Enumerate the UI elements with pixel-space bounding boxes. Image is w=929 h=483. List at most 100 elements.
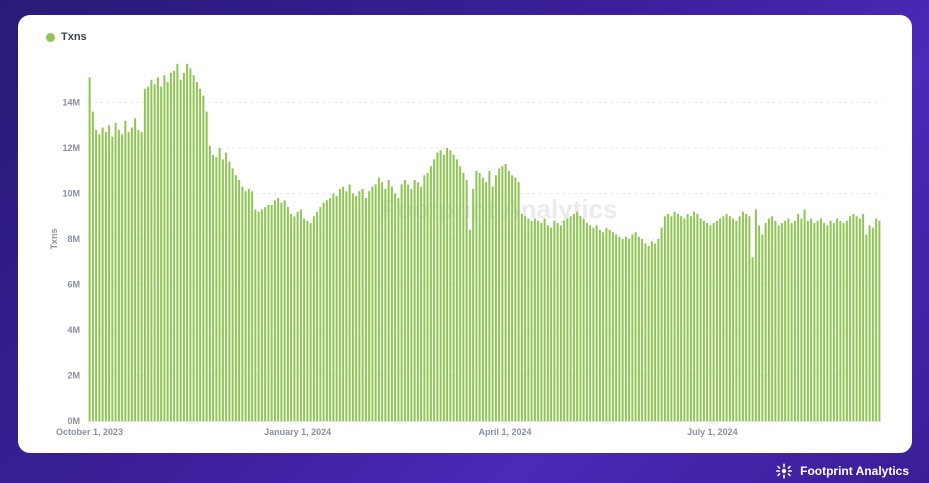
bar	[621, 239, 624, 421]
bar	[494, 175, 497, 421]
bar	[192, 75, 195, 421]
chart-legend[interactable]: Txns	[46, 31, 87, 43]
bar	[777, 225, 780, 421]
bar	[251, 191, 254, 421]
bar	[631, 234, 634, 421]
bar	[117, 129, 120, 422]
bar	[455, 159, 458, 422]
bar	[660, 227, 663, 422]
y-tick-label: 14M	[62, 98, 80, 108]
bar	[533, 218, 536, 421]
bar	[686, 213, 689, 421]
y-tick-label: 4M	[67, 325, 80, 335]
bar	[676, 213, 679, 421]
bar	[319, 207, 322, 421]
bar	[530, 220, 533, 421]
bar	[852, 213, 855, 421]
bar	[611, 232, 614, 421]
bar	[761, 234, 764, 421]
bar	[868, 225, 871, 421]
bar	[706, 223, 709, 421]
legend-swatch	[46, 32, 55, 42]
bar	[501, 166, 504, 421]
bar	[361, 188, 364, 421]
bar	[413, 179, 416, 421]
bar	[176, 63, 179, 421]
bar	[244, 191, 247, 421]
bar	[212, 154, 215, 421]
bar	[173, 70, 176, 422]
bar	[637, 236, 640, 421]
bar	[767, 218, 770, 421]
bar	[186, 63, 189, 421]
bar	[364, 198, 367, 421]
bar	[225, 152, 228, 422]
bar	[745, 213, 748, 421]
bar	[683, 218, 686, 421]
bar	[813, 223, 816, 421]
bar	[819, 218, 822, 421]
bar	[758, 225, 761, 421]
y-tick-label: 10M	[62, 189, 80, 199]
bar	[322, 202, 325, 421]
bar	[832, 223, 835, 421]
bar	[384, 188, 387, 421]
bar	[797, 213, 800, 421]
x-tick-label: January 1, 2024	[264, 427, 331, 437]
bar	[751, 257, 754, 421]
bar	[836, 218, 839, 421]
bar	[449, 150, 452, 421]
footprint-logo-icon	[776, 463, 793, 479]
bar	[709, 225, 712, 421]
x-tick-label: October 1, 2023	[56, 427, 123, 437]
bar	[429, 166, 432, 421]
bar	[725, 213, 728, 421]
bar	[878, 220, 881, 421]
bar	[140, 132, 143, 421]
bar	[286, 207, 289, 421]
bar	[348, 184, 351, 421]
bar	[507, 170, 510, 421]
bar	[166, 82, 169, 422]
bar	[517, 182, 520, 422]
bar	[423, 175, 426, 421]
bar	[563, 220, 566, 421]
bar	[283, 200, 286, 421]
footprint-brand: Footprint Analytics	[773, 463, 909, 479]
bar	[550, 227, 553, 422]
bar	[702, 220, 705, 421]
bar	[719, 218, 722, 421]
bar	[693, 211, 696, 421]
bar	[465, 179, 468, 421]
bar	[267, 204, 270, 422]
bar	[156, 77, 159, 422]
bar	[358, 191, 361, 421]
bar	[121, 134, 124, 421]
bar	[446, 148, 449, 421]
bar	[306, 220, 309, 421]
bar	[543, 218, 546, 421]
bar	[254, 209, 257, 421]
bar	[680, 216, 683, 421]
bar	[806, 220, 809, 421]
bar	[403, 179, 406, 421]
bar	[628, 239, 631, 421]
bar	[670, 216, 673, 421]
bar	[738, 216, 741, 421]
bar	[345, 191, 348, 421]
bar	[595, 225, 598, 421]
bar	[264, 207, 267, 421]
bar	[130, 127, 133, 422]
bar	[784, 220, 787, 421]
bar	[342, 186, 345, 421]
bar	[416, 182, 419, 422]
bar	[280, 202, 283, 421]
bar	[108, 125, 111, 421]
bar	[663, 216, 666, 421]
bar	[602, 232, 605, 421]
bar	[221, 159, 224, 422]
bar	[325, 200, 328, 421]
bar	[163, 75, 166, 421]
bar	[735, 220, 738, 421]
bar	[569, 216, 572, 421]
